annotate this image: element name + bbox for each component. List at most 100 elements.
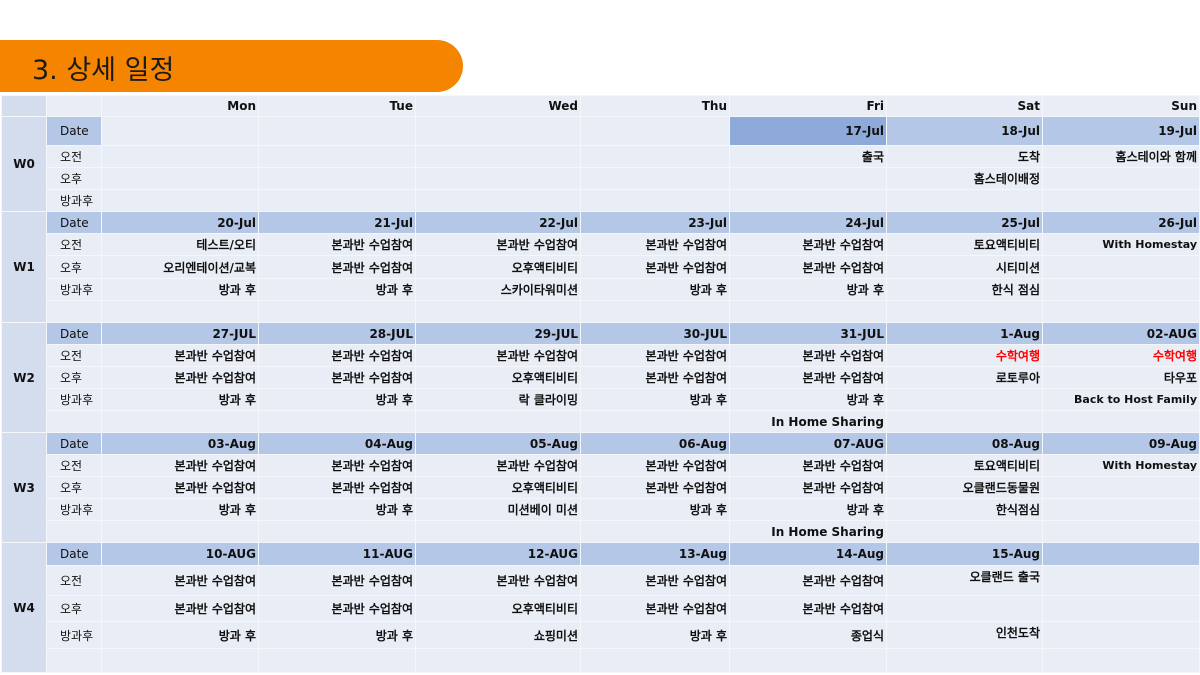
schedule-cell: 본과반 수업참여 xyxy=(101,344,259,367)
schedule-cell xyxy=(1042,498,1200,521)
schedule-cell xyxy=(580,410,730,433)
day-header: Sun xyxy=(1042,95,1200,117)
day-header: Wed xyxy=(415,95,581,117)
schedule-cell: 본과반 수업참여 xyxy=(580,233,730,256)
row-label: Date xyxy=(46,322,102,345)
row-label: 방과후 xyxy=(46,189,102,212)
week-label: W3 xyxy=(1,432,47,543)
date-cell: 19-Jul xyxy=(1042,116,1200,146)
schedule-cell xyxy=(886,189,1043,212)
schedule-cell xyxy=(258,189,416,212)
schedule-cell: 본과반 수업참여 xyxy=(580,476,730,499)
schedule-row-pm: 오후 본과반 수업참여 본과반 수업참여 오후액티비티 본과반 수업참여 본과반 수업참여… xyxy=(2,476,1200,499)
row-label: 오전 xyxy=(46,454,102,477)
schedule-row-pm: 오후 본과반 수업참여 본과반 수업참여 오후액티비티 본과반 수업참여 본과반 수업참여… xyxy=(2,366,1200,389)
schedule-cell xyxy=(729,167,887,190)
date-cell: 10-AUG xyxy=(101,542,259,566)
schedule-cell xyxy=(580,167,730,190)
schedule-cell: 수학여행 xyxy=(886,344,1043,367)
row-label: 오전 xyxy=(46,344,102,367)
schedule-cell xyxy=(580,300,730,323)
schedule-cell: 본과반 수업참여 xyxy=(258,366,416,389)
schedule-cell: 본과반 수업참여 xyxy=(258,255,416,279)
row-label: Date xyxy=(46,211,102,234)
schedule-cell: 본과반 수업참여 xyxy=(101,366,259,389)
schedule-cell: 본과반 수업참여 xyxy=(258,476,416,499)
schedule-cell: 방과 후 xyxy=(258,621,416,649)
schedule-cell: 본과반 수업참여 xyxy=(101,595,259,622)
schedule-cell xyxy=(886,595,1043,622)
schedule-cell xyxy=(415,410,581,433)
schedule-cell xyxy=(886,300,1043,323)
schedule-cell xyxy=(415,520,581,543)
schedule-cell: 본과반 수업참여 xyxy=(258,565,416,596)
date-cell: 15-Aug xyxy=(886,542,1043,566)
date-cell: 04-Aug xyxy=(258,432,416,455)
schedule-cell xyxy=(101,300,259,323)
schedule-cell: 본과반 수업참여 xyxy=(101,476,259,499)
schedule-cell xyxy=(1042,476,1200,499)
date-cell: 11-AUG xyxy=(258,542,416,566)
schedule-cell xyxy=(415,300,581,323)
schedule-row-after: 방과후 방과 후 방과 후 미션베이 미션 방과 후 방과 후 한식점심 xyxy=(2,498,1200,521)
schedule-row-pm: 오후 홈스테이배정 xyxy=(2,167,1200,190)
row-label: 방과후 xyxy=(46,278,102,301)
schedule-cell: 오클랜드 출국 xyxy=(886,565,1043,596)
week-label: W2 xyxy=(1,322,47,433)
schedule-cell: 본과반 수업참여 xyxy=(580,255,730,279)
schedule-row-extra xyxy=(2,648,1200,673)
schedule-cell: 스카이타워미션 xyxy=(415,278,581,301)
schedule-cell xyxy=(1042,300,1200,323)
schedule-cell: 홈스테이와 함께 xyxy=(1042,145,1200,168)
schedule-row-am: 오전 본과반 수업참여 본과반 수업참여 본과반 수업참여 본과반 수업참여 본과반 수업… xyxy=(2,565,1200,596)
date-cell: 24-Jul xyxy=(729,211,887,234)
schedule-cell: 오후액티비티 xyxy=(415,255,581,279)
schedule-cell: 테스트/오티 xyxy=(101,233,259,256)
schedule-cell: 본과반 수업참여 xyxy=(101,565,259,596)
schedule-cell: 한식점심 xyxy=(886,498,1043,521)
schedule-cell: Back to Host Family xyxy=(1042,388,1200,411)
schedule-cell: 본과반 수업참여 xyxy=(258,595,416,622)
schedule-cell: 도착 xyxy=(886,145,1043,168)
schedule-cell: 미션베이 미션 xyxy=(415,498,581,521)
date-cell: 13-Aug xyxy=(580,542,730,566)
date-cell: 31-JUL xyxy=(729,322,887,345)
schedule-cell xyxy=(258,648,416,673)
schedule-cell: 오클랜드동물원 xyxy=(886,476,1043,499)
schedule-cell xyxy=(580,648,730,673)
schedule-row-pm: 오후 오리엔테이션/교복 본과반 수업참여 오후액티비티 본과반 수업참여 본과반 수업참… xyxy=(2,255,1200,279)
schedule-cell xyxy=(1042,278,1200,301)
schedule-cell xyxy=(258,167,416,190)
schedule-cell xyxy=(1042,648,1200,673)
date-cell: 08-Aug xyxy=(886,432,1043,455)
row-label: 오후 xyxy=(46,167,102,190)
schedule-cell: 방과 후 xyxy=(258,388,416,411)
schedule-cell: 방과 후 xyxy=(580,388,730,411)
header-corner xyxy=(1,95,47,117)
schedule-cell: 방과 후 xyxy=(729,388,887,411)
date-cell: 28-JUL xyxy=(258,322,416,345)
schedule-row-extra: In Home Sharing xyxy=(2,410,1200,433)
day-header: Thu xyxy=(580,95,730,117)
date-cell xyxy=(258,116,416,146)
row-label: Date xyxy=(46,432,102,455)
schedule-cell: 방과 후 xyxy=(729,498,887,521)
schedule-cell: 본과반 수업참여 xyxy=(415,344,581,367)
schedule-cell: 종업식 xyxy=(729,621,887,649)
date-cell: 25-Jul xyxy=(886,211,1043,234)
schedule-cell: 방과 후 xyxy=(101,388,259,411)
schedule-cell xyxy=(101,167,259,190)
schedule-cell: 오후액티비티 xyxy=(415,476,581,499)
schedule-cell: 본과반 수업참여 xyxy=(729,454,887,477)
date-row: W1 Date 20-Jul 21-Jul 22-Jul 23-Jul 24-Jul 25-J… xyxy=(1,211,1200,323)
schedule-cell: 로토루아 xyxy=(886,366,1043,389)
schedule-cell: 방과 후 xyxy=(580,498,730,521)
date-cell: 09-Aug xyxy=(1042,432,1200,455)
row-label: 오후 xyxy=(46,366,102,389)
schedule-cell: 방과 후 xyxy=(101,621,259,649)
date-cell: 29-JUL xyxy=(415,322,581,345)
schedule-cell xyxy=(258,520,416,543)
date-cell xyxy=(1042,542,1200,566)
date-row: W4 Date 10-AUG 11-AUG 12-AUG 13-Aug 14-Aug 15-A… xyxy=(1,542,1200,673)
